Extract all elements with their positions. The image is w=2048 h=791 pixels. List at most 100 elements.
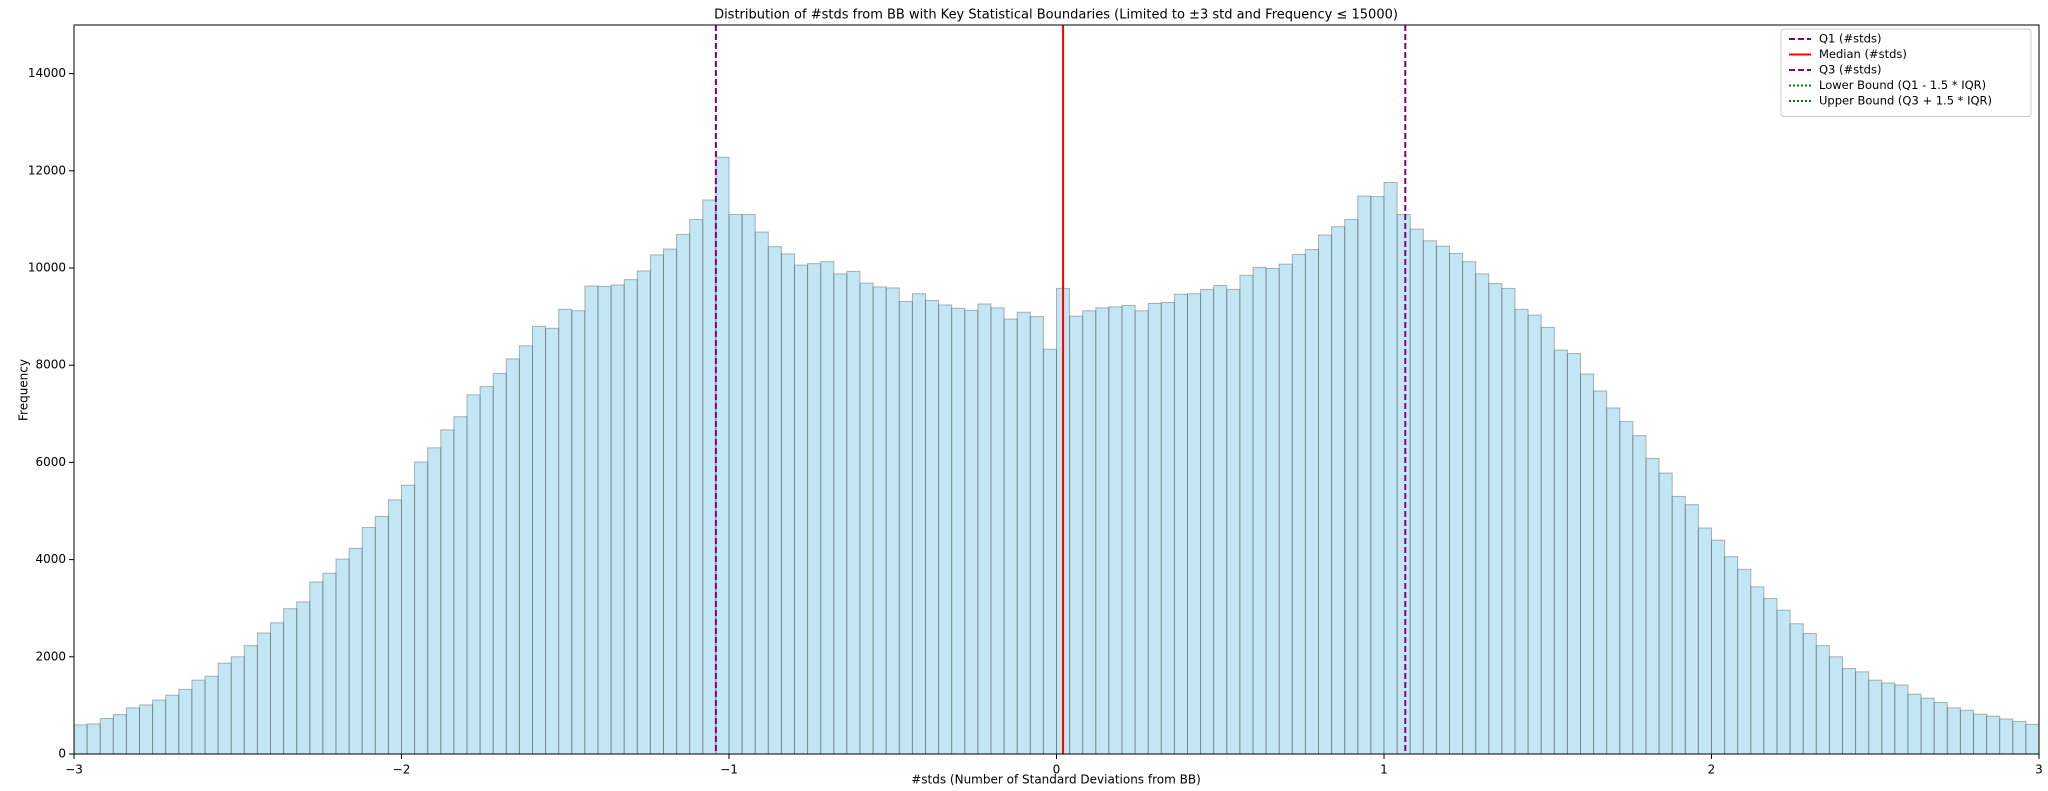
bar	[165, 694, 180, 755]
bar	[545, 327, 560, 755]
bar	[1318, 234, 1333, 755]
bar	[283, 608, 298, 755]
bar	[925, 300, 940, 755]
bar	[296, 601, 311, 755]
bar	[1724, 556, 1739, 755]
bar	[663, 248, 678, 755]
bar	[807, 263, 822, 755]
bar	[1606, 407, 1621, 755]
bar	[1868, 679, 1883, 755]
bar	[1946, 707, 1961, 755]
bar	[1291, 253, 1306, 755]
bar	[178, 688, 193, 755]
y-tick-label: 12000	[28, 163, 66, 177]
bar	[1501, 287, 1516, 755]
bar	[715, 156, 730, 755]
legend-label: Q3 (#stds)	[1819, 63, 1881, 77]
bar	[453, 416, 468, 755]
bar	[1108, 306, 1123, 755]
bar	[1422, 240, 1437, 755]
bar	[1239, 274, 1254, 755]
bar	[1514, 308, 1529, 755]
bar	[2012, 720, 2027, 755]
bar	[1042, 348, 1058, 755]
bar	[1789, 623, 1804, 755]
bar	[1750, 586, 1765, 755]
bar	[1016, 311, 1031, 755]
bar	[767, 246, 782, 755]
bar	[846, 270, 861, 755]
y-tick-label: 2000	[35, 649, 66, 663]
bar	[571, 310, 586, 755]
bar	[1566, 353, 1582, 755]
bar	[1540, 326, 1555, 755]
bar	[1226, 288, 1241, 755]
bar	[636, 270, 651, 755]
bar	[86, 723, 101, 755]
y-tick-label: 4000	[35, 552, 66, 566]
bar	[1959, 709, 1975, 755]
bar	[1737, 568, 1752, 755]
bar	[505, 358, 520, 755]
bar	[1828, 656, 1844, 755]
bar	[1697, 527, 1713, 755]
bar	[1069, 315, 1084, 755]
bar	[1121, 304, 1136, 755]
bar	[964, 309, 979, 755]
bar	[492, 372, 507, 755]
legend-label: Q1 (#stds)	[1819, 32, 1881, 46]
bar	[833, 273, 848, 755]
bar	[1082, 310, 1097, 755]
x-tick-label: 0	[1053, 763, 1061, 777]
bar	[885, 287, 900, 755]
bar	[1435, 245, 1451, 755]
bar	[1003, 318, 1018, 755]
bar	[1580, 373, 1595, 755]
bar	[649, 254, 665, 755]
bar	[1907, 693, 1922, 755]
bar	[1475, 273, 1490, 755]
bar	[2025, 723, 2040, 755]
bar	[754, 231, 769, 755]
bar	[1802, 632, 1817, 755]
bar	[217, 662, 232, 755]
bar	[1383, 181, 1398, 755]
legend-label: Lower Bound (Q1 - 1.5 * IQR)	[1819, 78, 1986, 92]
bar	[1409, 228, 1424, 755]
legend-box	[1780, 28, 2032, 117]
bar	[1357, 195, 1372, 755]
bar	[335, 558, 350, 755]
bar	[1344, 218, 1359, 755]
bar	[1553, 349, 1568, 755]
bar	[204, 675, 219, 755]
bar	[1973, 713, 1988, 755]
bar	[1134, 310, 1149, 755]
bar	[309, 581, 324, 755]
bar	[1619, 421, 1634, 755]
bar	[322, 572, 337, 755]
bar	[73, 724, 88, 755]
bar	[1671, 495, 1686, 755]
bar	[872, 286, 887, 755]
chart-title: Distribution of #stds from BB with Key S…	[714, 8, 1398, 23]
bar	[125, 707, 141, 755]
y-tick-label: 14000	[28, 66, 66, 80]
x-tick-label: 2	[1708, 763, 1716, 777]
bar	[387, 499, 402, 755]
bar	[794, 264, 809, 755]
bar	[1894, 684, 1909, 755]
bar	[1842, 667, 1857, 755]
bar	[1920, 697, 1935, 755]
bar	[702, 199, 717, 755]
y-axis-label: Frequency	[17, 359, 31, 421]
bar	[1711, 539, 1726, 755]
bar	[938, 304, 953, 755]
bar	[1776, 609, 1791, 755]
bar	[1278, 263, 1293, 755]
bar	[466, 394, 481, 755]
y-tick-label: 0	[58, 747, 66, 761]
legend-label: Median (#stds)	[1819, 47, 1907, 61]
bar	[1933, 701, 1948, 755]
